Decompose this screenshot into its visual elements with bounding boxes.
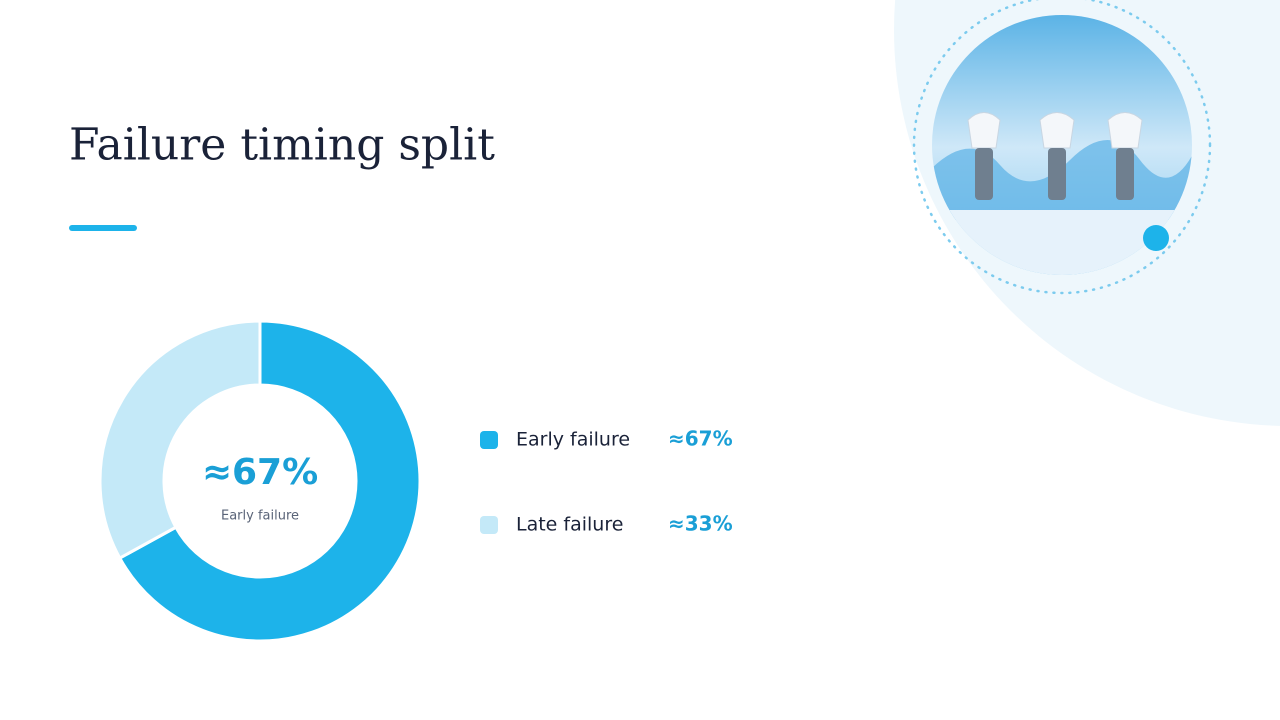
legend-label: Late failure <box>516 514 623 536</box>
legend: Early failure ≈67% Late failure ≈33% <box>480 427 733 536</box>
dotted-ring <box>912 0 1212 295</box>
center-label: Early failure <box>221 509 299 524</box>
legend-label: Early failure <box>516 429 630 451</box>
legend-value: ≈33% <box>668 512 733 536</box>
accent-bar <box>69 225 137 231</box>
legend-value: ≈67% <box>668 427 733 451</box>
slide-title: Failure timing split <box>69 120 495 171</box>
legend-swatch <box>480 516 498 534</box>
donut-segment <box>117 319 422 643</box>
donut-segment <box>98 319 262 561</box>
center-value: ≈67% <box>202 452 318 493</box>
decor-dot <box>1143 225 1169 251</box>
legend-swatch <box>480 431 498 449</box>
donut-chart <box>98 319 422 643</box>
